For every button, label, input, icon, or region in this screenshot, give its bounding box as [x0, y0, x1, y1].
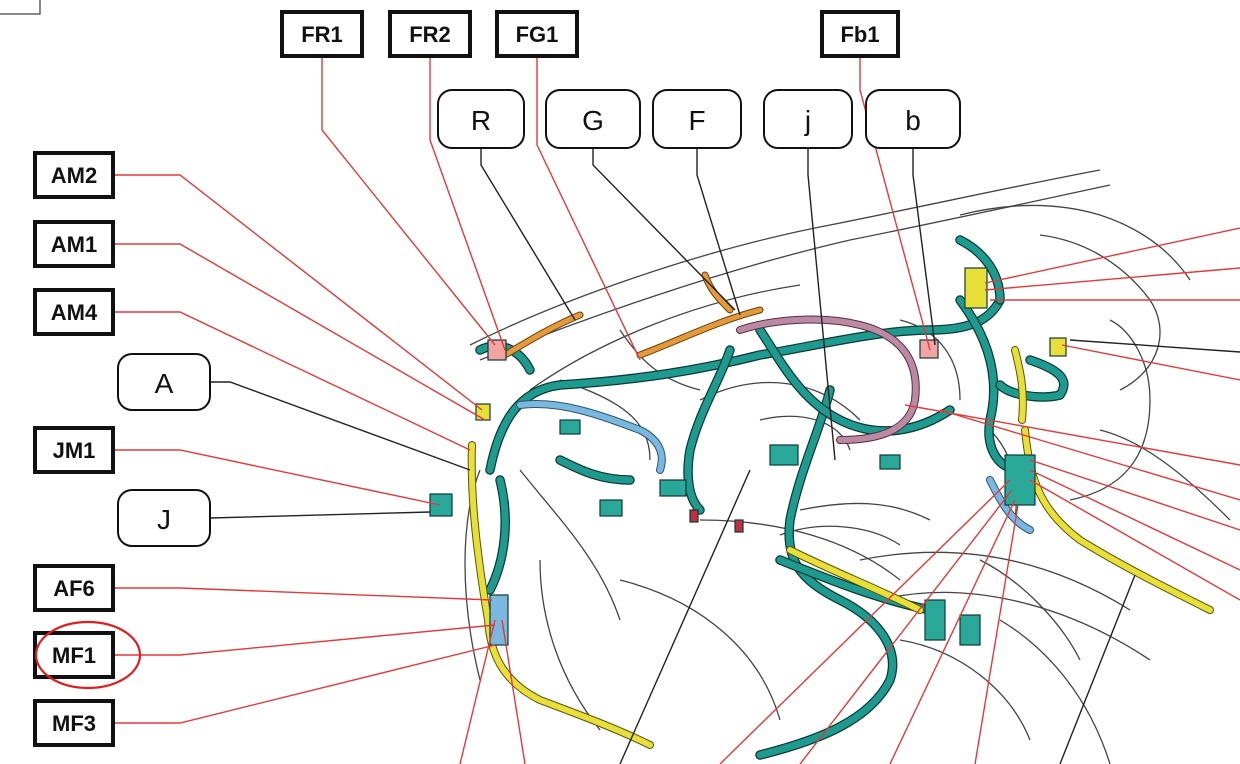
label-R: R	[437, 89, 525, 149]
highlight-ring-MF1	[34, 620, 142, 690]
harness-plum	[736, 315, 920, 444]
svg-text:AM1: AM1	[51, 232, 97, 257]
label-AF6: AF6	[33, 564, 115, 612]
svg-text:FR1: FR1	[301, 22, 343, 47]
svg-text:AF6: AF6	[53, 576, 95, 601]
label-FG1: FG1	[495, 10, 579, 58]
svg-text:MF1: MF1	[52, 643, 96, 668]
label-MF1: MF1	[33, 631, 115, 679]
svg-text:b: b	[905, 105, 921, 136]
label-A: A	[117, 353, 211, 411]
svg-text:FR2: FR2	[409, 22, 451, 47]
frame-corner	[0, 0, 41, 15]
label-FR2: FR2	[388, 10, 472, 58]
label-J: J	[117, 489, 211, 547]
leader-lines-black	[209, 148, 1240, 764]
label-F: F	[652, 89, 742, 149]
label-j: j	[763, 89, 853, 149]
svg-text:J: J	[157, 504, 171, 535]
leader-lines-red	[113, 56, 1240, 764]
label-G: G	[545, 89, 641, 149]
svg-text:AM2: AM2	[51, 163, 97, 188]
svg-text:JM1: JM1	[53, 438, 96, 463]
svg-text:Fb1: Fb1	[840, 22, 879, 47]
svg-text:G: G	[582, 105, 604, 136]
harness-orange	[501, 271, 764, 359]
label-AM4: AM4	[33, 288, 115, 336]
label-FR1: FR1	[280, 10, 364, 58]
label-Fb1: Fb1	[820, 10, 900, 58]
svg-text:FG1: FG1	[516, 22, 559, 47]
svg-text:AM4: AM4	[51, 300, 98, 325]
svg-text:MF3: MF3	[52, 711, 96, 736]
svg-text:j: j	[804, 105, 811, 136]
label-AM2: AM2	[33, 151, 115, 199]
label-JM1: JM1	[33, 426, 115, 474]
harness-blue	[516, 400, 1034, 534]
svg-text:A: A	[155, 368, 174, 399]
label-MF3: MF3	[33, 699, 115, 747]
dashboard-body-outline	[464, 169, 1231, 764]
label-b: b	[865, 89, 961, 149]
label-AM1: AM1	[33, 220, 115, 268]
svg-text:R: R	[471, 105, 491, 136]
svg-text:F: F	[688, 105, 705, 136]
